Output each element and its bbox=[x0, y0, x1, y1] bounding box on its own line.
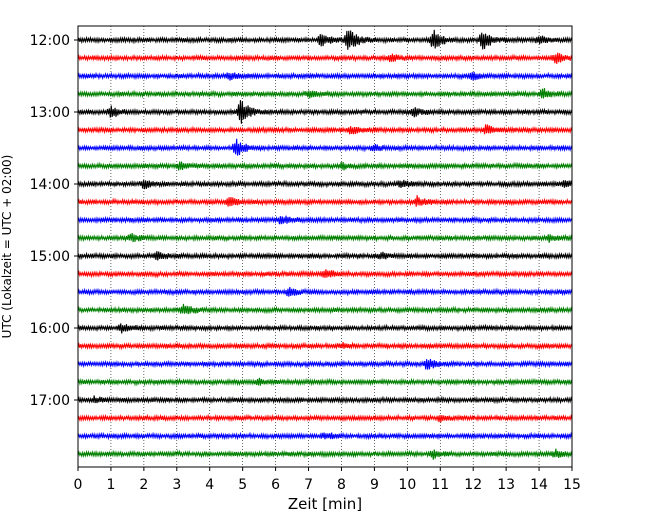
seismic-trace-line bbox=[77, 100, 573, 124]
x-tick-label: 1 bbox=[106, 477, 115, 493]
seismic-trace-line bbox=[77, 124, 573, 135]
y-axis-label: UTC (Lokalzeit = UTC + 02:00) bbox=[0, 155, 14, 339]
x-tick-label: 4 bbox=[205, 477, 214, 493]
seismic-trace-line bbox=[77, 448, 573, 460]
x-tick-label: 6 bbox=[271, 477, 280, 493]
seismic-trace-line bbox=[77, 341, 573, 351]
seismic-trace-line bbox=[77, 215, 573, 225]
x-tick-label: 5 bbox=[238, 477, 247, 493]
seismic-trace-line bbox=[77, 195, 573, 207]
seismic-trace-line bbox=[77, 71, 573, 81]
x-tick-label: 3 bbox=[172, 477, 181, 493]
seismic-trace-line bbox=[77, 358, 573, 370]
x-tick-label: 0 bbox=[74, 477, 83, 493]
x-tick-label: 10 bbox=[398, 477, 416, 493]
y-axis-ticks: 12:00 13:00 14:00 15:00 16:00 17:00 bbox=[30, 33, 78, 409]
seismic-trace-line bbox=[77, 269, 573, 279]
y-tick-label: 16:00 bbox=[30, 321, 70, 337]
seismic-trace-line bbox=[77, 52, 573, 64]
x-tick-label: 12 bbox=[464, 477, 482, 493]
plot-frame bbox=[77, 25, 573, 468]
seismic-trace-line bbox=[77, 179, 573, 190]
seismic-trace-line bbox=[77, 232, 573, 243]
seismic-trace-line bbox=[77, 395, 573, 405]
seismic-trace-line bbox=[77, 251, 573, 261]
y-tick-label: 17:00 bbox=[30, 393, 70, 409]
seismic-trace-line bbox=[77, 287, 573, 297]
y-tick-label: 13:00 bbox=[30, 105, 70, 121]
seismic-trace-line bbox=[77, 323, 573, 334]
y-tick-label: 15:00 bbox=[30, 249, 70, 265]
seismic-trace-line bbox=[77, 303, 573, 315]
seismic-trace-line bbox=[77, 138, 573, 156]
seismic-trace-line bbox=[77, 29, 573, 50]
seismic-traces bbox=[77, 29, 573, 460]
x-tick-label: 15 bbox=[563, 477, 581, 493]
y-tick-label: 14:00 bbox=[30, 177, 70, 193]
seismic-trace-line bbox=[77, 88, 573, 99]
x-tick-label: 14 bbox=[530, 477, 548, 493]
seismic-trace-line bbox=[77, 431, 573, 441]
seismic-trace-line bbox=[77, 161, 573, 171]
seismic-trace-line bbox=[77, 413, 573, 423]
x-tick-label: 8 bbox=[337, 477, 346, 493]
x-tick-label: 2 bbox=[139, 477, 148, 493]
x-axis-ticks: 0 1 2 3 4 5 6 7 8 9 10 11 12 13 14 15 bbox=[74, 467, 581, 493]
seismic-trace-line bbox=[77, 377, 573, 387]
x-tick-label: 13 bbox=[497, 477, 515, 493]
x-tick-label: 11 bbox=[431, 477, 449, 493]
x-tick-label: 7 bbox=[304, 477, 313, 493]
x-axis-label: Zeit [min] bbox=[288, 495, 362, 513]
y-tick-label: 12:00 bbox=[30, 33, 70, 49]
x-tick-label: 9 bbox=[370, 477, 379, 493]
